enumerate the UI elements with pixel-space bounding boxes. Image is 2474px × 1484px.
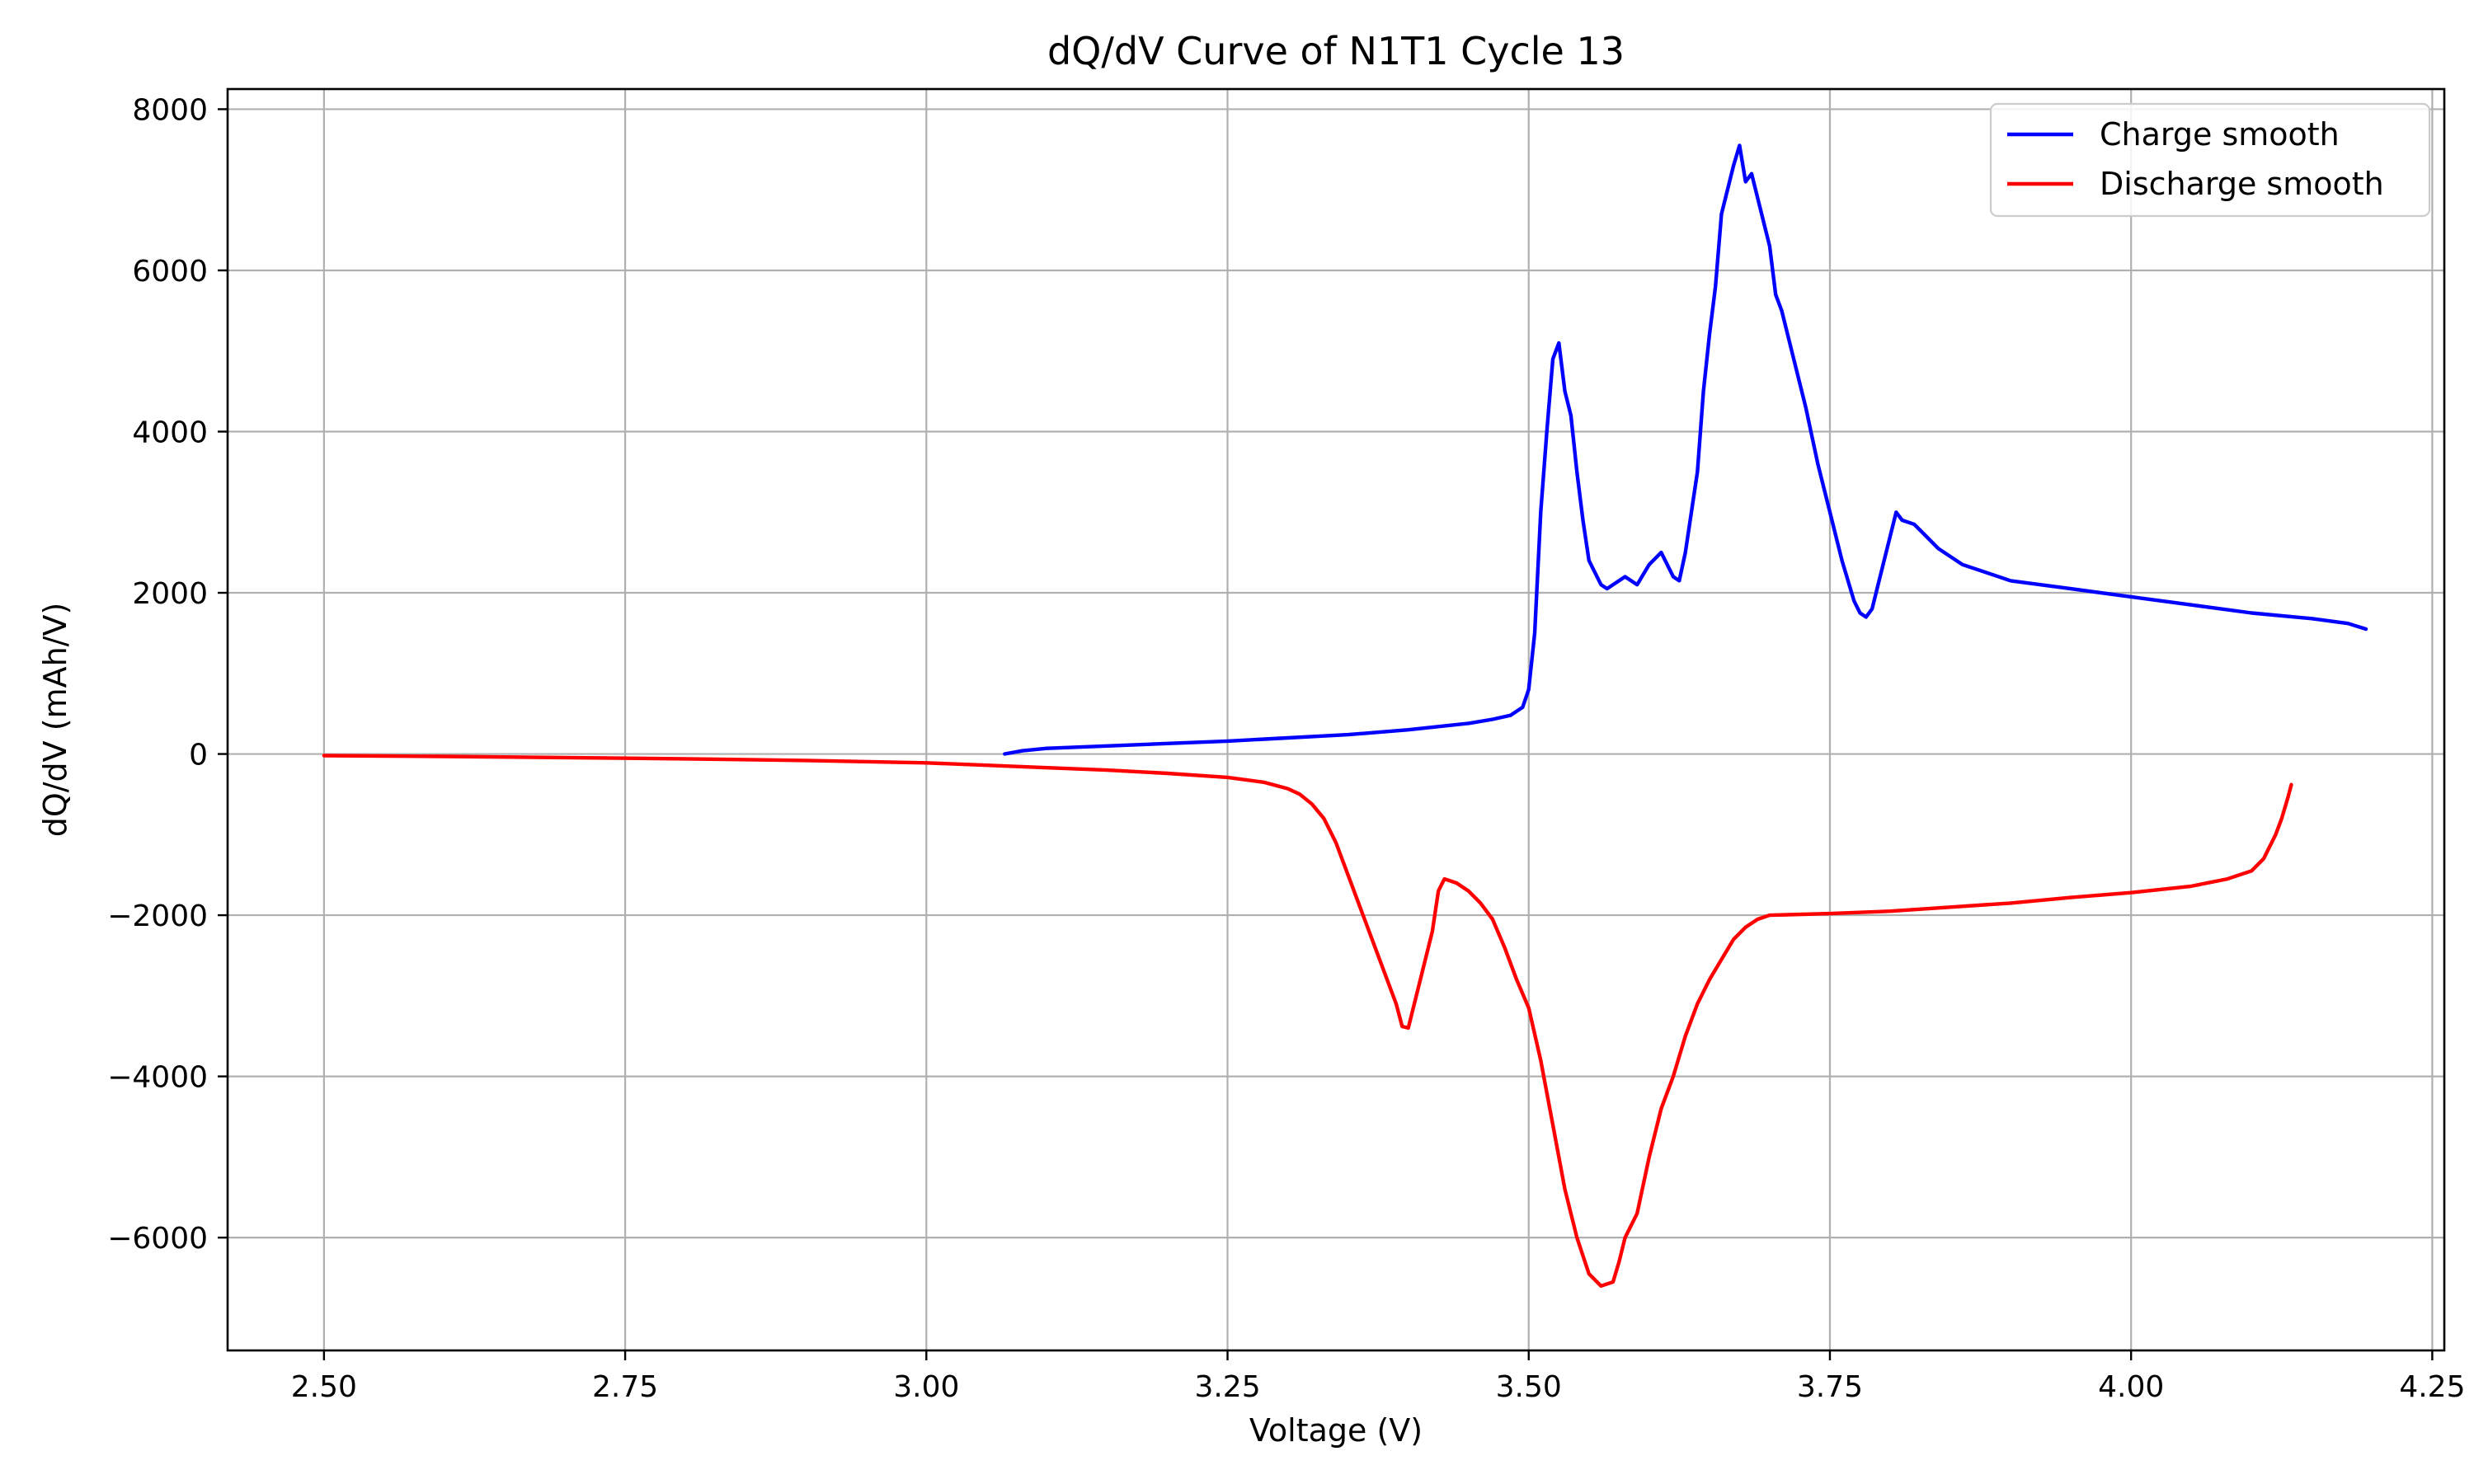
- x-tick-label: 4.25: [2399, 1370, 2465, 1404]
- y-tick-label: −6000: [107, 1222, 208, 1256]
- x-tick-label: 3.25: [1194, 1370, 1260, 1404]
- x-tick-label: 4.00: [2098, 1370, 2164, 1404]
- x-tick-label: 2.75: [592, 1370, 658, 1404]
- chart-title: dQ/dV Curve of N1T1 Cycle 13: [1047, 29, 1625, 73]
- charge-series-line: [1003, 143, 2368, 756]
- series-layer: [322, 143, 2368, 1288]
- y-tick-label: 8000: [132, 93, 208, 127]
- legend-box: [1989, 102, 2431, 218]
- y-tick-label: 2000: [132, 577, 208, 611]
- ticks: 2.50 2.75 3.00 3.25 3.50 3.75 4.00 4.25 −6000 −40…: [107, 93, 2465, 1404]
- y-tick-label: −2000: [107, 899, 208, 933]
- plot-frame: [226, 87, 2446, 1352]
- legend-label-charge: Charge smooth: [2100, 116, 2340, 153]
- y-tick-label: 4000: [132, 416, 208, 449]
- discharge-series-line: [322, 754, 2293, 1288]
- y-tick-label: −4000: [107, 1061, 208, 1095]
- x-tick-label: 3.75: [1797, 1370, 1863, 1404]
- y-axis-label: dQ/dV (mAh/V): [37, 603, 73, 838]
- grid: [228, 89, 2444, 1350]
- legend-label-discharge: Discharge smooth: [2100, 166, 2384, 202]
- x-tick-label: 3.50: [1496, 1370, 1562, 1404]
- y-tick-label: 0: [189, 739, 208, 773]
- y-tick-label: 6000: [132, 255, 208, 289]
- x-tick-label: 3.00: [893, 1370, 959, 1404]
- x-axis-label: Voltage (V): [1249, 1412, 1423, 1449]
- x-tick-label: 2.50: [291, 1370, 357, 1404]
- legend: Charge smooth Discharge smooth: [1989, 102, 2431, 218]
